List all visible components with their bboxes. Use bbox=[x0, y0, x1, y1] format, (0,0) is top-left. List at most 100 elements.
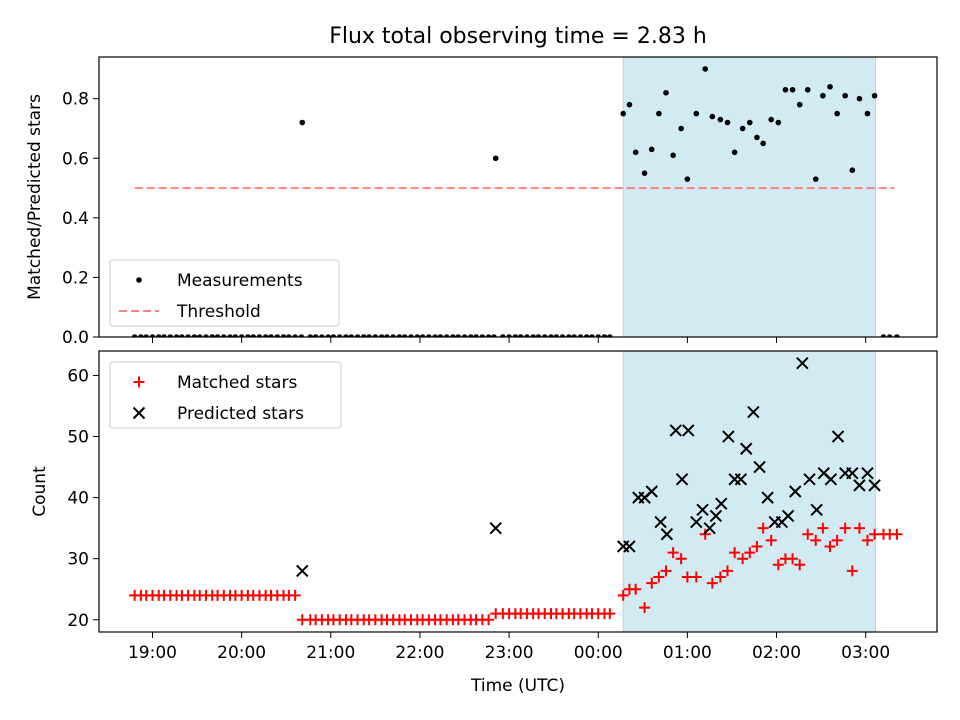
measurement-point bbox=[849, 167, 856, 173]
matched-star-point bbox=[289, 589, 301, 601]
measurement-point bbox=[880, 334, 887, 337]
matched-star-point bbox=[751, 540, 763, 552]
measurement-point bbox=[834, 110, 840, 117]
measurement-point bbox=[702, 66, 709, 72]
predicted-star-point bbox=[715, 497, 728, 510]
x-tick-label: 21:00 bbox=[306, 643, 355, 663]
predicted-star-point bbox=[781, 509, 795, 523]
measurement-point bbox=[325, 334, 331, 337]
predicted-star-point bbox=[696, 503, 709, 517]
measurement-point bbox=[366, 334, 372, 337]
matched-star-point bbox=[787, 553, 799, 565]
legend-box bbox=[109, 361, 342, 429]
measurement-point bbox=[485, 334, 492, 337]
measurement-point bbox=[804, 86, 811, 93]
x-tick-label: 22:00 bbox=[395, 643, 444, 663]
x-tick-label: 23:00 bbox=[485, 643, 534, 663]
measurement-point bbox=[173, 334, 180, 337]
measurement-point bbox=[343, 334, 349, 337]
plot-area bbox=[131, 66, 900, 337]
legend: Matched stars Predicted stars bbox=[109, 361, 342, 429]
measurement-point bbox=[864, 110, 871, 117]
predicted-star-point bbox=[489, 521, 502, 535]
measurement-point bbox=[330, 334, 337, 337]
measurement-point bbox=[437, 334, 444, 337]
matched-star-point bbox=[861, 534, 873, 546]
predicted-star-point bbox=[690, 515, 703, 529]
measurement-point bbox=[384, 334, 390, 337]
matched-star-point bbox=[810, 534, 822, 546]
measurement-point bbox=[506, 334, 512, 337]
measurement-point bbox=[191, 334, 198, 337]
matched-star-point bbox=[757, 522, 769, 534]
predicted-star-point bbox=[803, 473, 816, 486]
predicted-star-point bbox=[623, 540, 636, 553]
y-tick-label: 0.8 bbox=[62, 90, 89, 110]
legend: Measurements Threshold bbox=[109, 259, 340, 327]
measurement-point bbox=[262, 334, 269, 337]
measurement-point bbox=[203, 334, 209, 337]
measurement-point bbox=[731, 149, 738, 156]
measurement-point bbox=[185, 334, 191, 337]
measurement-point bbox=[426, 334, 432, 337]
measurement-point bbox=[209, 334, 216, 337]
matched-star-point bbox=[831, 534, 843, 546]
measurement-point bbox=[693, 110, 700, 117]
matched-star-point bbox=[794, 559, 806, 571]
predicted-star-point bbox=[753, 460, 766, 474]
matched-star-point bbox=[604, 608, 616, 620]
y-axis-label: Matched/Predicted stars bbox=[25, 94, 45, 300]
measurement-point bbox=[782, 86, 789, 93]
measurement-point bbox=[336, 334, 343, 337]
matched-star-point bbox=[846, 565, 858, 577]
measurement-point bbox=[455, 334, 462, 337]
measurement-point bbox=[408, 334, 414, 337]
matched-star-point bbox=[617, 589, 629, 601]
measurement-point bbox=[155, 334, 162, 337]
measurement-point bbox=[820, 92, 826, 99]
predicted-star-point bbox=[645, 485, 658, 498]
axes-frame bbox=[98, 56, 938, 338]
measurement-point bbox=[307, 334, 314, 337]
y-tick-label: 30 bbox=[67, 550, 89, 570]
legend-label: Threshold bbox=[176, 302, 261, 322]
predicted-star-point bbox=[846, 466, 859, 480]
predicted-star-point bbox=[747, 405, 760, 419]
measurement-point bbox=[432, 334, 438, 337]
matched-star-point bbox=[714, 571, 726, 583]
measurement-point bbox=[812, 176, 819, 182]
measurement-point bbox=[372, 334, 379, 337]
matched-star-point bbox=[737, 553, 749, 565]
measurement-point bbox=[601, 334, 608, 337]
legend-measurement-marker bbox=[136, 277, 142, 283]
y-tick-label: 50 bbox=[67, 428, 89, 448]
measurement-point bbox=[286, 334, 292, 337]
matched-star-point bbox=[765, 534, 777, 546]
measurement-point bbox=[467, 334, 474, 337]
matched-star-point bbox=[690, 571, 702, 583]
predicted-star-point bbox=[796, 357, 809, 370]
measurement-point bbox=[517, 334, 524, 337]
matched-star-point bbox=[729, 547, 741, 559]
x-tick-label: 20:00 bbox=[217, 643, 266, 663]
matched-star-point bbox=[772, 559, 784, 571]
measurement-point bbox=[566, 334, 572, 337]
legend-predicted-marker bbox=[132, 406, 146, 420]
measurement-point bbox=[632, 149, 639, 156]
measurement-point bbox=[709, 113, 716, 120]
measurement-point bbox=[746, 119, 753, 126]
bottom-panel: 20 30 40 50 60 19:00 20:00 21:00 22:00 23:00 00:00… bbox=[30, 350, 938, 663]
measurement-point bbox=[595, 334, 602, 337]
measurement-point bbox=[161, 334, 167, 337]
measurement-point bbox=[348, 334, 355, 337]
measurement-point bbox=[500, 334, 506, 337]
measurement-point bbox=[479, 334, 486, 337]
measurement-point bbox=[796, 101, 803, 108]
matched-star-point bbox=[744, 547, 756, 559]
measurement-point bbox=[238, 334, 245, 337]
measurement-point bbox=[739, 125, 746, 132]
predicted-star-point bbox=[810, 503, 823, 517]
measurement-point bbox=[419, 334, 426, 337]
measurement-point bbox=[414, 334, 421, 337]
